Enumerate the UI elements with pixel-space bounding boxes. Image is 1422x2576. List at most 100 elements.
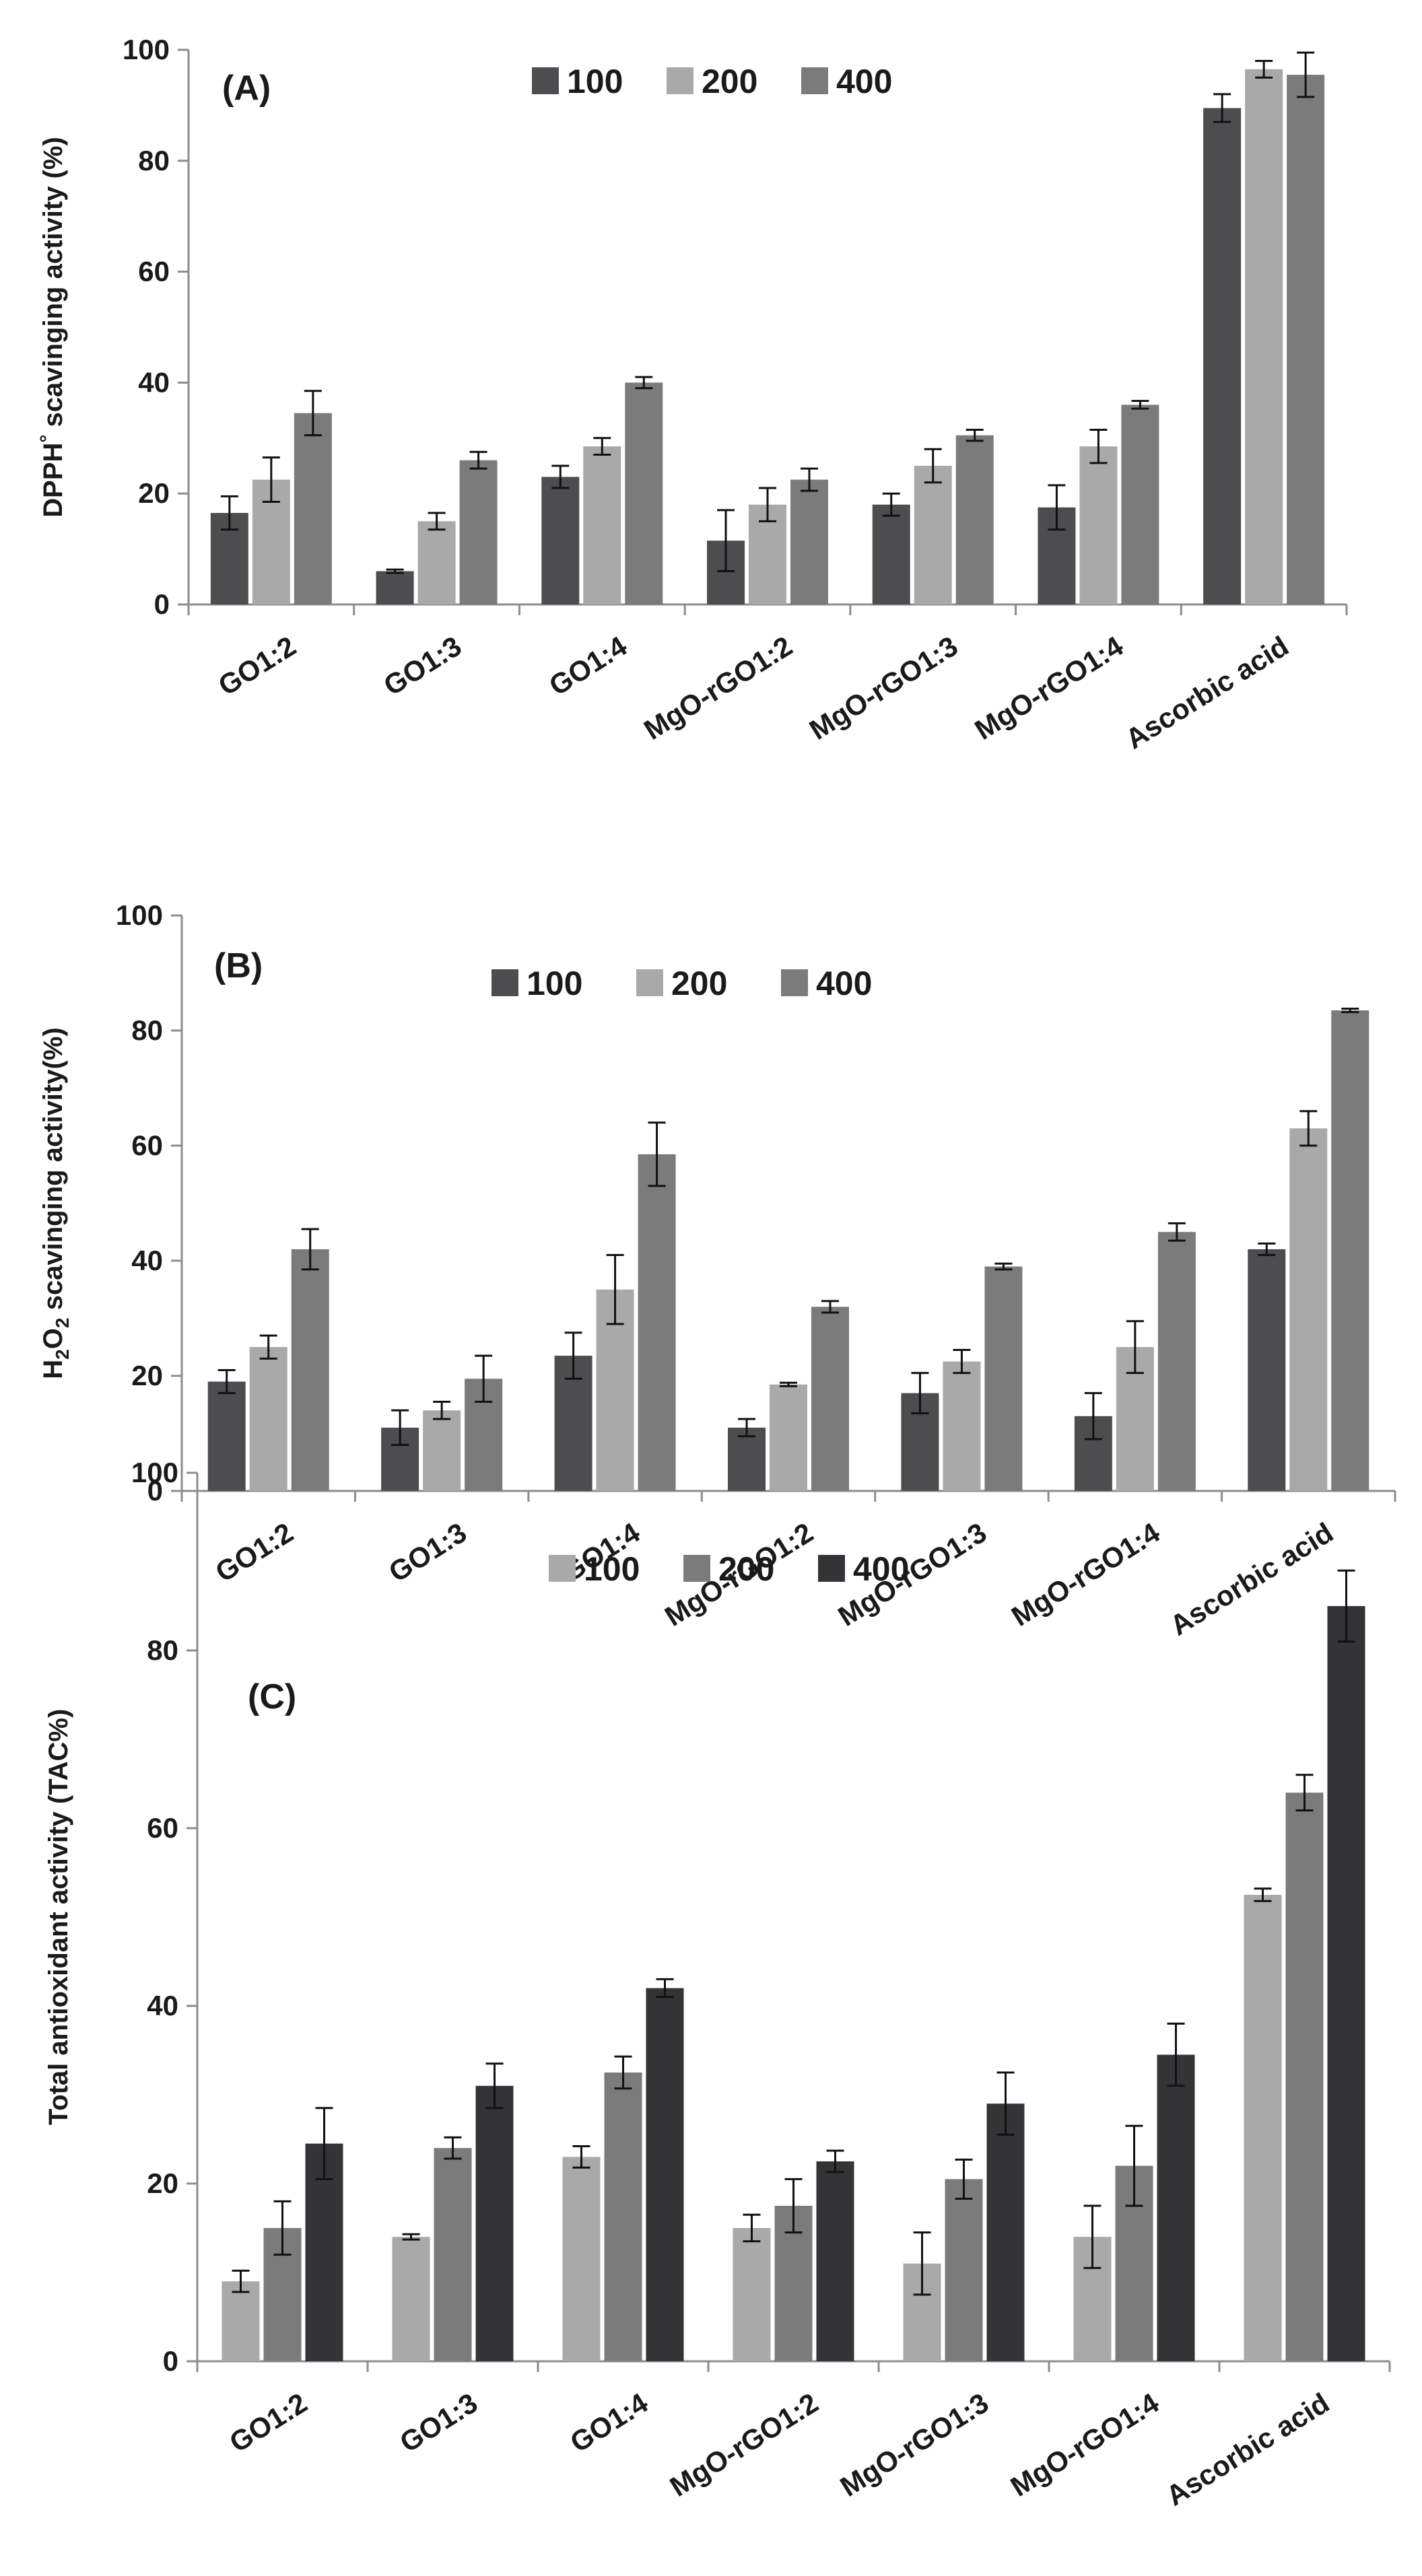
x-category-label: Ascorbic acid [1161, 2387, 1335, 2512]
y-tick-label: 60 [138, 256, 170, 287]
legend-label: 100 [567, 63, 623, 100]
y-tick-label: 80 [138, 145, 170, 176]
x-category-label: MgO-rGO1:2 [665, 2387, 824, 2503]
legend-swatch [683, 1555, 710, 1582]
legend-swatch [492, 969, 518, 996]
bar [955, 435, 994, 604]
y-tick-label: 40 [138, 366, 170, 398]
bar [417, 521, 456, 604]
bar [646, 1988, 684, 2361]
y-tick-label: 0 [163, 2345, 178, 2377]
panel-label: (C) [248, 1677, 296, 1716]
x-category-label: GO1:2 [224, 2387, 312, 2459]
bar [816, 2161, 854, 2361]
legend-label: 200 [718, 1550, 774, 1588]
bar [1327, 1606, 1365, 2361]
y-tick-label: 60 [131, 1129, 163, 1161]
y-axis-title: DPPH° scavinging activity (%) [36, 137, 68, 517]
bar [434, 2148, 472, 2361]
bar [1287, 75, 1325, 604]
y-tick-label: 100 [131, 1457, 178, 1488]
x-category-label: MgO-rGO1:4 [970, 629, 1129, 746]
bar [1248, 1249, 1286, 1491]
legend-label: 400 [853, 1550, 909, 1588]
legend-swatch [636, 969, 663, 996]
legend-swatch [549, 1555, 576, 1582]
bar [423, 1410, 461, 1491]
x-category-label: GO1:2 [213, 630, 302, 702]
bar [249, 1347, 287, 1491]
legend-label: 200 [702, 63, 757, 100]
y-tick-label: 20 [138, 477, 170, 509]
bar [914, 466, 952, 604]
bar [1244, 1895, 1282, 2361]
bar [1157, 1232, 1196, 1491]
x-category-label: GO1:3 [383, 1517, 472, 1589]
x-category-label: Ascorbic acid [1165, 1517, 1339, 1642]
y-tick-label: 40 [131, 1245, 163, 1276]
legend-label: 200 [671, 965, 727, 1002]
x-category-label: MgO-rGO1:4 [1006, 1516, 1165, 1632]
y-tick-label: 80 [131, 1014, 163, 1046]
legend-label: 400 [836, 63, 892, 100]
panel-label: (A) [222, 69, 271, 108]
legend-label: 100 [527, 965, 582, 1002]
bar [1079, 446, 1118, 604]
x-category-label: Ascorbic acid [1120, 630, 1294, 755]
bar [207, 1381, 246, 1491]
legend-swatch [781, 969, 808, 996]
y-tick-label: 40 [147, 1990, 178, 2021]
legend-label: 400 [816, 965, 872, 1002]
x-category-label: GO1:4 [564, 2386, 653, 2458]
y-tick-label: 20 [147, 2167, 178, 2199]
x-category-label: MgO-rGO1:3 [804, 630, 963, 746]
bar [1289, 1128, 1328, 1491]
x-category-label: GO1:2 [210, 1517, 299, 1589]
bar [291, 1249, 329, 1491]
bar [1203, 108, 1242, 604]
bar [986, 2103, 1025, 2361]
y-tick-label: 60 [147, 1812, 178, 1844]
x-category-label: MgO-rGO1:2 [638, 630, 798, 746]
bar [1285, 1792, 1324, 2361]
x-category-label: GO1:3 [394, 2387, 483, 2459]
bar [392, 2237, 430, 2361]
bar [475, 2085, 514, 2361]
bar [790, 479, 828, 604]
x-category-label: GO1:4 [543, 629, 632, 701]
bar [583, 446, 621, 604]
bar [294, 413, 332, 604]
bar [770, 1384, 807, 1491]
x-category-label: MgO-rGO1:3 [835, 2387, 994, 2503]
y-axis-title: H2O2 scavinging activity(%) [38, 1027, 73, 1379]
bar [222, 2281, 260, 2361]
bar [625, 382, 663, 604]
x-category-label: MgO-rGO1:4 [1005, 2386, 1165, 2503]
y-tick-label: 20 [131, 1360, 163, 1391]
legend-swatch [801, 67, 828, 94]
bar [984, 1266, 1023, 1491]
y-tick-label: 0 [154, 588, 170, 620]
y-axis-title: Total antioxidant activity (TAC%) [44, 1709, 73, 2126]
legend-label: 100 [584, 1550, 640, 1588]
bar [1157, 2054, 1195, 2361]
bar [1245, 69, 1283, 605]
y-tick-label: 100 [123, 34, 170, 65]
bar [943, 1361, 981, 1491]
bar [638, 1154, 676, 1491]
bar [459, 460, 498, 604]
bar [811, 1307, 849, 1491]
bar [541, 477, 580, 604]
bar [604, 2073, 642, 2361]
y-tick-label: 100 [116, 899, 163, 931]
x-category-label: GO1:3 [378, 630, 467, 702]
bar [945, 2179, 983, 2361]
bar [728, 1427, 766, 1491]
legend-swatch [818, 1555, 845, 1582]
y-tick-label: 0 [147, 1475, 163, 1506]
bar [872, 504, 910, 604]
bar [1121, 405, 1159, 604]
